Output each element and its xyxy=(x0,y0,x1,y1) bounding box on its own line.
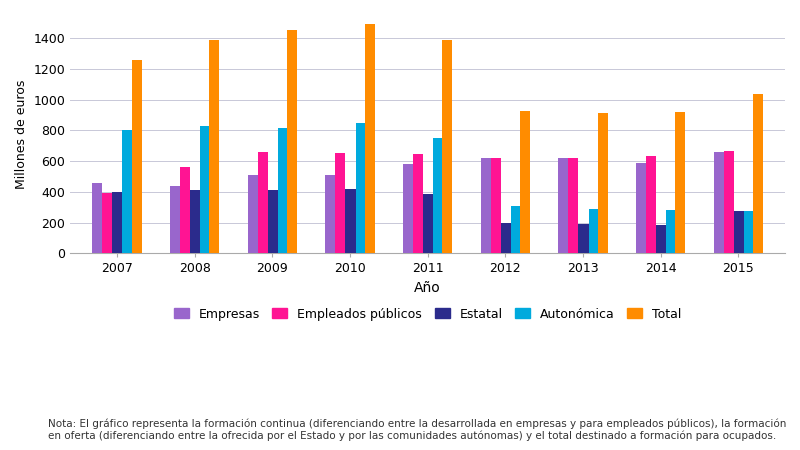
Bar xyxy=(335,153,346,253)
Bar xyxy=(589,209,598,253)
Bar xyxy=(355,123,366,253)
Bar xyxy=(278,128,288,253)
Bar xyxy=(170,186,180,253)
Bar xyxy=(744,211,754,253)
Bar xyxy=(247,175,258,253)
Legend: Empresas, Empleados públicos, Estatal, Autonómica, Total: Empresas, Empleados públicos, Estatal, A… xyxy=(169,302,686,325)
Bar xyxy=(490,158,501,253)
Bar xyxy=(112,192,122,253)
Bar xyxy=(326,175,335,253)
Bar xyxy=(656,225,666,253)
Bar xyxy=(268,190,278,253)
Bar xyxy=(646,156,656,253)
Bar xyxy=(190,190,200,253)
Bar xyxy=(92,183,102,253)
Bar xyxy=(210,40,219,253)
Bar xyxy=(258,152,268,253)
Bar xyxy=(365,24,374,253)
Bar xyxy=(131,59,142,253)
Bar xyxy=(578,224,589,253)
Bar xyxy=(423,194,434,253)
Bar xyxy=(200,126,210,253)
Bar xyxy=(520,111,530,253)
Bar xyxy=(403,164,413,253)
Bar xyxy=(724,151,734,253)
Bar xyxy=(714,152,724,253)
Bar xyxy=(287,30,297,253)
Bar xyxy=(413,154,423,253)
Bar xyxy=(568,158,578,253)
Bar xyxy=(346,189,355,253)
Bar xyxy=(734,211,744,253)
Bar xyxy=(481,158,490,253)
Bar xyxy=(666,210,676,253)
X-axis label: Año: Año xyxy=(414,281,441,295)
Text: Nota: El gráfico representa la formación continua (diferenciando entre la desarr: Nota: El gráfico representa la formación… xyxy=(48,418,786,441)
Bar xyxy=(434,138,443,253)
Bar xyxy=(675,112,686,253)
Bar xyxy=(501,223,511,253)
Bar xyxy=(598,112,608,253)
Y-axis label: Millones de euros: Millones de euros xyxy=(15,80,28,189)
Bar xyxy=(122,130,133,253)
Bar xyxy=(180,167,190,253)
Bar xyxy=(102,194,112,253)
Bar xyxy=(511,207,521,253)
Bar xyxy=(753,94,763,253)
Bar xyxy=(442,40,452,253)
Bar xyxy=(636,162,646,253)
Bar xyxy=(558,158,568,253)
